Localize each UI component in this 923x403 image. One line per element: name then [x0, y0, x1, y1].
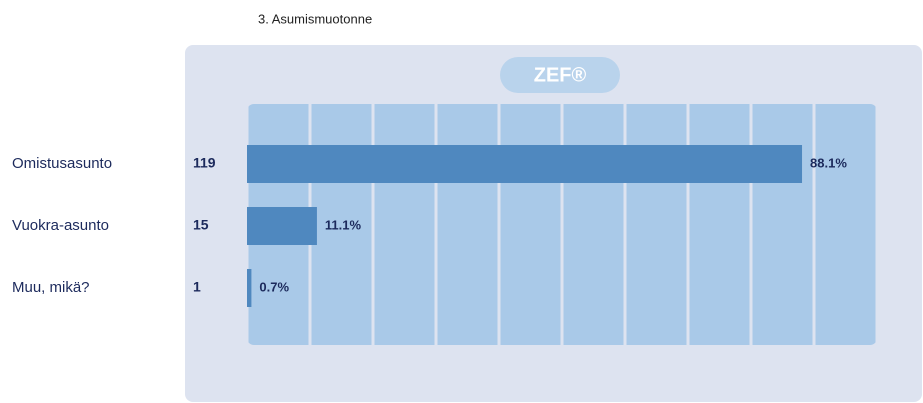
bar [247, 269, 252, 307]
value-label: 0.7% [259, 279, 289, 294]
bar [247, 145, 803, 183]
logo-pill [500, 57, 620, 93]
bar [247, 207, 317, 245]
count-label: 15 [193, 217, 209, 233]
logo: ZEF® [534, 64, 587, 86]
count-label: 1 [193, 279, 201, 295]
category-label: Omistusasunto [12, 155, 112, 172]
chart-title: 3. Asumismuotonne [258, 11, 372, 26]
category-label: Muu, mikä? [12, 279, 90, 296]
value-label: 11.1% [325, 217, 362, 232]
category-label: Vuokra-asunto [12, 217, 109, 234]
value-label: 88.1% [810, 155, 847, 170]
count-label: 119 [193, 155, 216, 171]
